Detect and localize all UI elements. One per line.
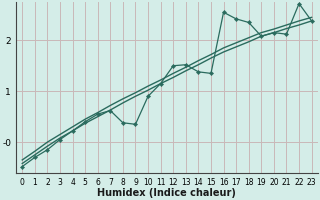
X-axis label: Humidex (Indice chaleur): Humidex (Indice chaleur) <box>98 188 236 198</box>
